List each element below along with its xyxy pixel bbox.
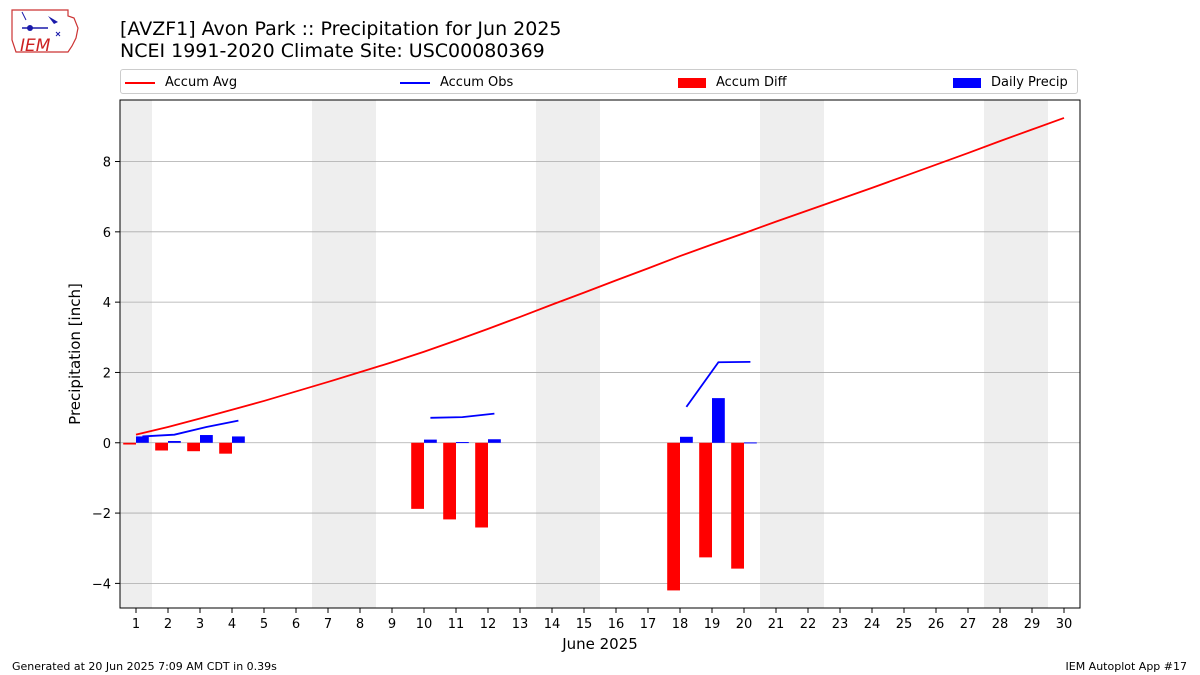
y-tick-label: 0	[103, 437, 111, 452]
x-tick-label: 20	[736, 617, 753, 632]
weekend-band	[1016, 100, 1048, 608]
legend-swatch-accum-diff	[678, 77, 706, 88]
plot-frame	[119, 99, 1081, 609]
accum-diff-bar	[667, 442, 680, 591]
legend-label-accum-obs: Accum Obs	[440, 75, 514, 90]
weekend-band	[312, 100, 344, 608]
x-tick-label: 6	[292, 617, 300, 632]
daily-precip-bar	[136, 436, 149, 443]
daily-precip-bar	[232, 436, 245, 443]
x-tick-label: 10	[416, 617, 433, 632]
weekend-band	[120, 100, 152, 608]
x-tick-label: 26	[928, 617, 945, 632]
accum-diff-bar	[411, 442, 424, 509]
svg-text:IEM: IEM	[20, 36, 51, 56]
x-tick-label: 29	[1024, 617, 1041, 632]
y-tick-label: 8	[103, 156, 111, 171]
accum-obs-line	[430, 412, 495, 419]
y-tick-label: −2	[92, 507, 111, 522]
y-axis-label: Precipitation [inch]	[66, 283, 84, 425]
legend-line-accum-obs	[400, 81, 430, 84]
accum-diff-bar	[155, 442, 168, 451]
legend-line-accum-avg	[125, 81, 155, 84]
daily-precip-bar	[168, 441, 181, 443]
x-tick-label: 25	[896, 617, 913, 632]
weekend-band	[792, 100, 824, 608]
x-tick-label: 9	[388, 617, 396, 632]
x-tick-label: 12	[480, 617, 497, 632]
daily-precip-bar	[712, 398, 725, 443]
weekend-band	[984, 100, 1016, 608]
legend-label-daily-precip: Daily Precip	[991, 75, 1068, 90]
accum-diff-bar	[219, 442, 232, 454]
legend-item-daily-precip: Daily Precip	[953, 70, 1068, 95]
accum-avg-line	[135, 117, 1065, 436]
x-tick-label: 14	[544, 617, 561, 632]
x-tick-label: 8	[356, 617, 364, 632]
daily-precip-bar	[200, 435, 213, 443]
y-tick-label: −4	[92, 577, 111, 592]
daily-precip-bar	[488, 439, 501, 443]
x-tick-label: 3	[196, 617, 204, 632]
chart-title: [AVZF1] Avon Park :: Precipitation for J…	[120, 18, 562, 40]
accum-diff-bar	[699, 442, 712, 558]
legend-item-accum-avg: Accum Avg	[125, 70, 237, 95]
x-tick-label: 11	[448, 617, 465, 632]
daily-precip-bar	[680, 436, 693, 443]
x-tick-label: 21	[768, 617, 785, 632]
chart-subtitle: NCEI 1991-2020 Climate Site: USC00080369	[120, 40, 545, 62]
iem-logo: IEM	[11, 9, 79, 56]
x-tick-label: 5	[260, 617, 268, 632]
x-tick-label: 24	[864, 617, 881, 632]
x-tick-label: 1	[132, 617, 140, 632]
daily-precip-bar	[424, 439, 437, 443]
x-tick-label: 22	[800, 617, 817, 632]
legend-label-accum-diff: Accum Diff	[716, 75, 787, 90]
daily-precip-bar	[744, 442, 757, 444]
accum-diff-bar	[731, 442, 744, 569]
accum-obs-line	[142, 419, 239, 438]
x-tick-label: 18	[672, 617, 689, 632]
accum-obs-line	[685, 361, 751, 408]
x-tick-label: 28	[992, 617, 1009, 632]
accum-diff-bar	[187, 442, 200, 452]
weekend-band	[568, 100, 600, 608]
y-tick-label: 2	[103, 366, 111, 381]
x-tick-label: 19	[704, 617, 721, 632]
x-axis-label: June 2025	[561, 635, 638, 653]
accum-diff-bar	[123, 442, 136, 445]
x-tick-label: 7	[324, 617, 332, 632]
x-tick-label: 16	[608, 617, 625, 632]
weekend-band	[536, 100, 568, 608]
footer-generated: Generated at 20 Jun 2025 7:09 AM CDT in …	[12, 660, 277, 673]
x-tick-label: 2	[164, 617, 172, 632]
y-tick-label: 4	[103, 296, 111, 311]
legend-swatch-daily-precip	[953, 77, 981, 88]
accum-diff-bar	[443, 442, 456, 520]
weekend-band	[760, 100, 792, 608]
x-tick-label: 17	[640, 617, 657, 632]
x-tick-label: 13	[512, 617, 529, 632]
x-tick-label: 30	[1056, 617, 1073, 632]
y-tick-label: 6	[103, 226, 111, 241]
x-tick-label: 15	[576, 617, 593, 632]
footer-app: IEM Autoplot App #17	[1065, 660, 1188, 673]
weekend-band	[344, 100, 376, 608]
x-tick-label: 23	[832, 617, 849, 632]
legend-item-accum-obs: Accum Obs	[400, 70, 513, 95]
legend-item-accum-diff: Accum Diff	[678, 70, 787, 95]
x-tick-label: 4	[228, 617, 236, 632]
accum-diff-bar	[475, 442, 488, 528]
legend-label-accum-avg: Accum Avg	[165, 75, 238, 90]
x-tick-label: 27	[960, 617, 977, 632]
legend: Accum Avg Accum Obs Accum Diff Daily Pre…	[120, 69, 1078, 94]
daily-precip-bar	[456, 442, 469, 444]
